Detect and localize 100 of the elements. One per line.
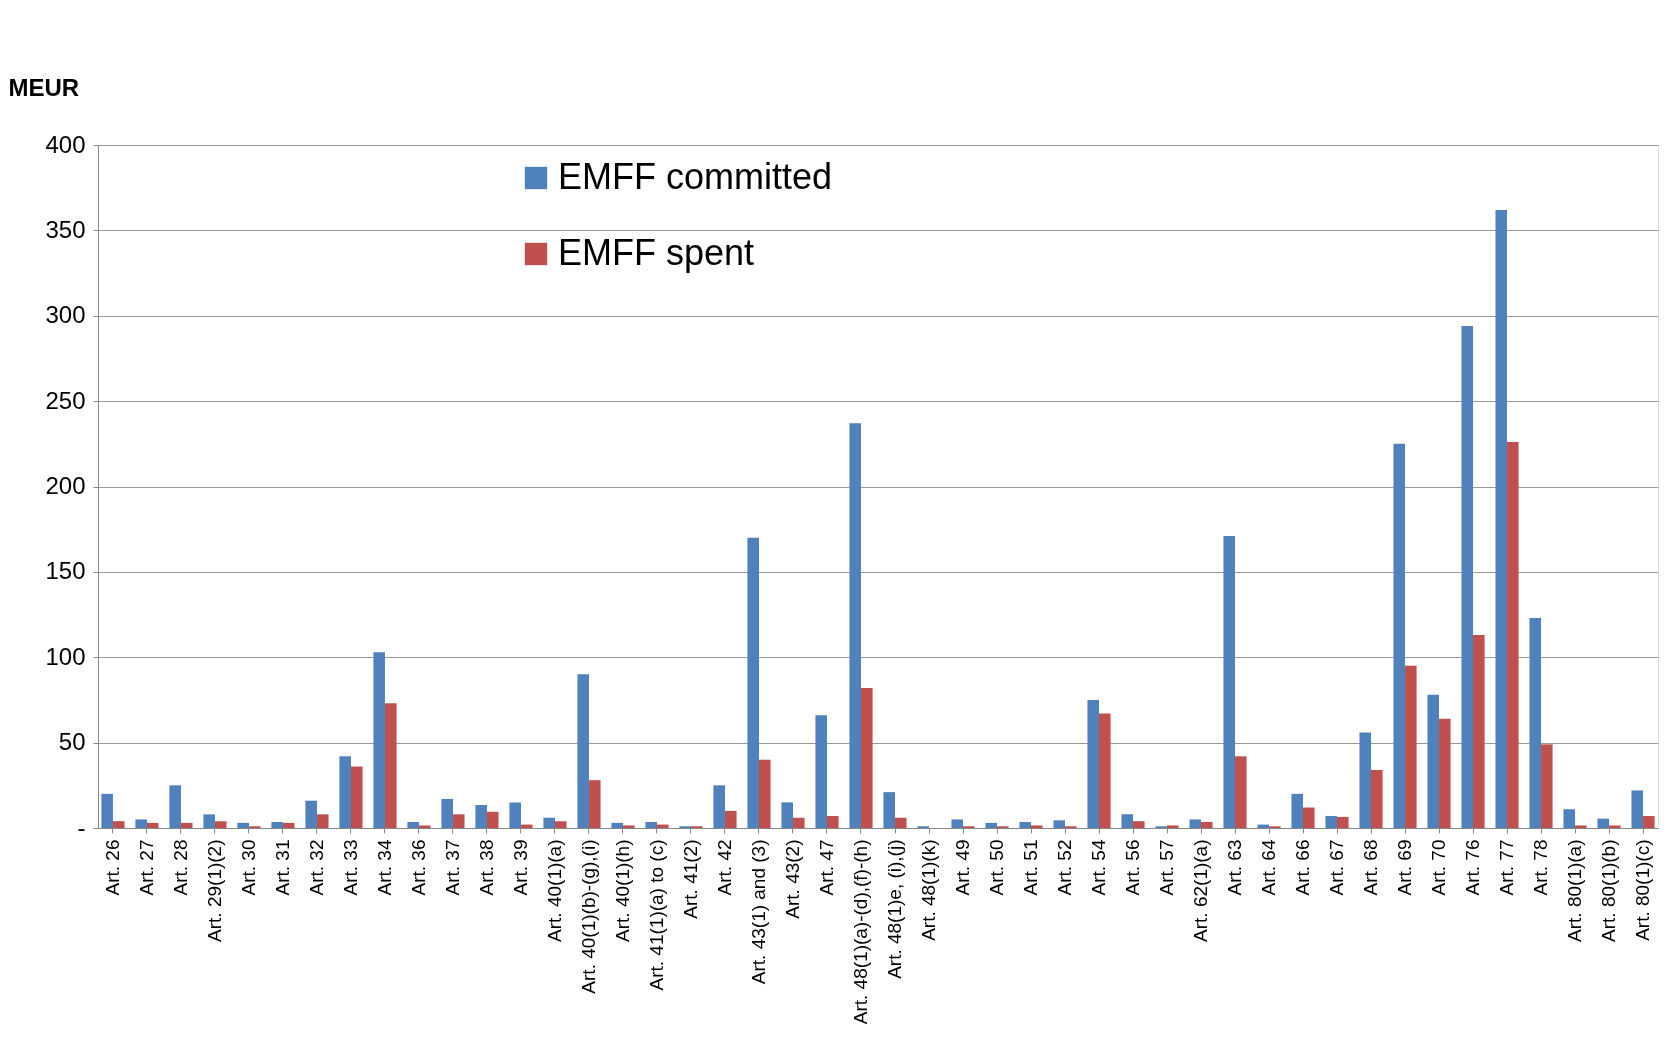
bar (475, 804, 487, 828)
bar (1189, 819, 1202, 828)
bar (373, 652, 385, 828)
bar (305, 800, 317, 828)
bar (520, 824, 533, 828)
bar (1439, 718, 1451, 828)
bar (1609, 825, 1621, 828)
bar (135, 819, 147, 828)
x-tick-label: Art. 52 (1054, 839, 1076, 896)
x-tick-label: Art. 39 (509, 839, 531, 896)
bar (1507, 442, 1519, 828)
x-tick-label: Art. 42 (713, 839, 735, 896)
bar (656, 824, 669, 828)
bar (1529, 617, 1542, 828)
x-tick-label: Art. 47 (816, 839, 837, 896)
bar (1121, 814, 1134, 828)
x-tick-label: Art. 31 (271, 839, 293, 896)
bar (112, 821, 125, 828)
x-tick-label: Art. 78 (1530, 839, 1552, 896)
bar (1133, 821, 1145, 828)
bar (1359, 732, 1372, 828)
bar (622, 825, 635, 828)
bar (316, 814, 329, 828)
x-tick-label: Art. 69 (1394, 839, 1416, 896)
bar (827, 816, 839, 828)
bar (384, 703, 397, 828)
bar (747, 537, 759, 828)
bar (815, 715, 827, 828)
x-tick-label: Art. 80(1)(c) (1632, 839, 1654, 941)
x-tick-label: Art. 68 (1360, 839, 1382, 896)
bar (1167, 825, 1179, 828)
x-tick-label: Art. 32 (305, 839, 327, 896)
bar (758, 759, 771, 828)
x-tick-label: Art. 77 (1496, 839, 1518, 896)
x-tick-label: Art. 27 (135, 839, 157, 896)
x-tick-label: Art. 50 (986, 839, 1008, 896)
bar (724, 810, 737, 828)
x-tick-label: Art. 63 (1224, 839, 1246, 896)
bar (1303, 807, 1315, 828)
x-tick-label: Art. 41(2) (679, 839, 701, 919)
bar (713, 785, 725, 828)
x-tick-label: Art. 29(1)(2) (203, 839, 225, 942)
bar (180, 822, 193, 828)
bar (861, 687, 873, 828)
bar (486, 811, 499, 828)
y-tick-label: 300 (45, 301, 86, 329)
bar (1643, 816, 1655, 828)
bar (1405, 665, 1417, 828)
bar (588, 780, 601, 828)
x-tick-label: Art. 30 (237, 839, 259, 896)
x-tick-label: Art. 34 (373, 839, 395, 896)
bar (339, 756, 351, 828)
bar (169, 785, 181, 828)
x-tick-label: Art. 48(1)e, (i),(j) (884, 839, 905, 979)
x-tick-label: Art. 62(1)(a) (1190, 839, 1212, 942)
x-tick-label: Art. 54 (1088, 839, 1110, 896)
bar (895, 817, 907, 828)
bar (1541, 744, 1553, 828)
y-tick-label: 400 (45, 130, 86, 158)
bar (1473, 635, 1485, 828)
bar (849, 423, 861, 828)
x-tick-label: Art. 66 (1292, 839, 1314, 896)
bar (1337, 816, 1349, 828)
x-tick-label: Art. 80(1)(b) (1598, 839, 1620, 942)
bar (1631, 790, 1644, 828)
bar (1393, 443, 1406, 828)
bar (951, 819, 963, 828)
x-tick-label: Art. 49 (952, 839, 973, 896)
y-tick-label: 100 (45, 642, 86, 670)
bar (1575, 825, 1587, 828)
bar (203, 814, 215, 828)
bar (1371, 769, 1383, 828)
y-tick-label: 50 (58, 728, 86, 756)
bar (1563, 809, 1576, 828)
bar (441, 798, 453, 828)
x-tick-label: Art. 80(1)(a) (1564, 839, 1586, 942)
bar (1597, 818, 1610, 828)
x-tick-label: Art. 40(1)(b)-(g),(i) (577, 839, 599, 994)
bar (1495, 209, 1508, 828)
bar (452, 814, 465, 828)
bar (418, 825, 431, 828)
bar (1461, 326, 1474, 828)
bar (781, 802, 793, 828)
bar (1099, 713, 1111, 828)
bar (146, 822, 159, 828)
bar (793, 817, 805, 828)
x-tick-label: Art. 43(2) (782, 839, 803, 919)
bar (237, 822, 249, 828)
bar (1223, 536, 1236, 828)
legend-label: EMFF spent (558, 232, 755, 273)
y-tick-label: 150 (45, 557, 86, 585)
bar (1257, 824, 1270, 828)
x-tick-label: Art. 76 (1462, 839, 1484, 896)
x-tick-label: Art. 36 (407, 839, 429, 896)
y-tick-label: 350 (45, 215, 86, 243)
bar (985, 822, 998, 828)
x-tick-label: Art. 26 (101, 839, 123, 896)
bar (282, 822, 295, 828)
bar (1235, 756, 1247, 828)
legend-label: EMFF committed (558, 156, 833, 197)
